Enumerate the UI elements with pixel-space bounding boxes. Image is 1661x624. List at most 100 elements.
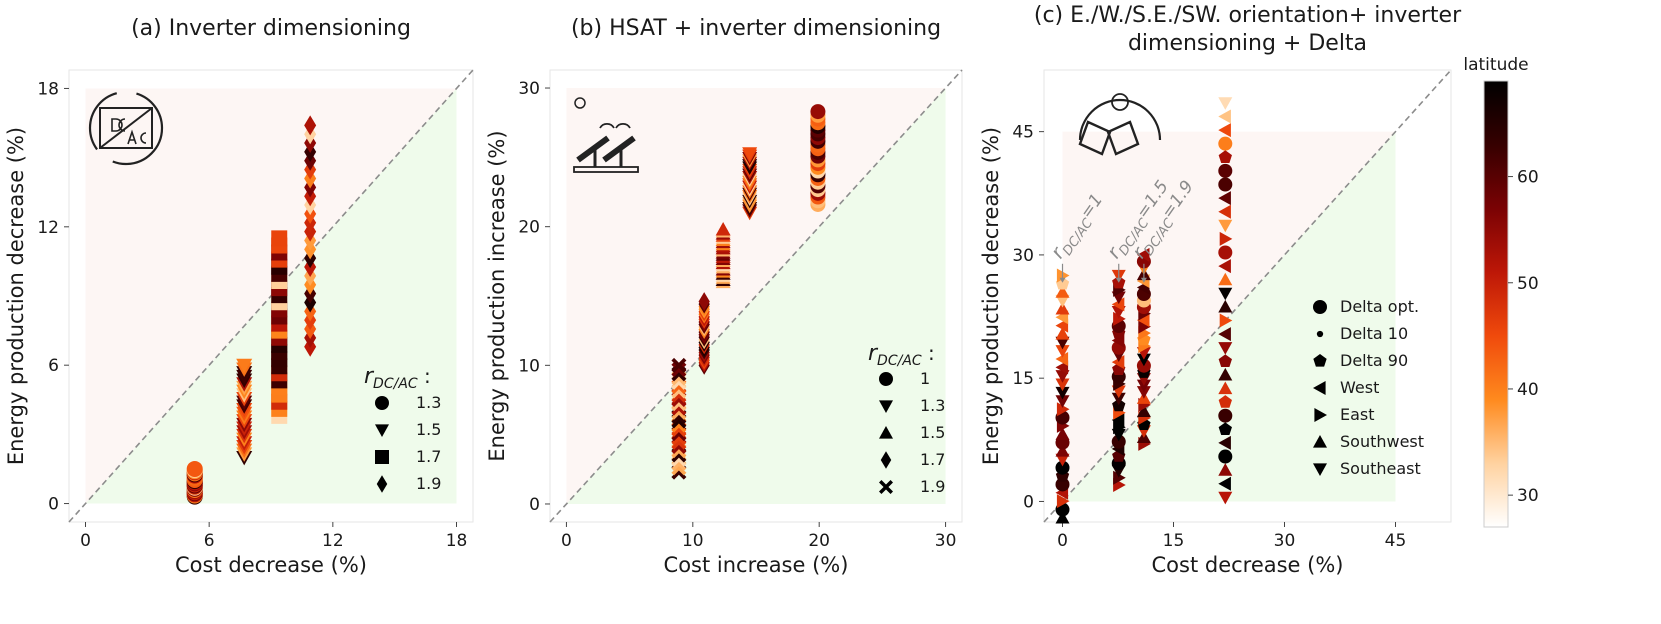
legend-label: East bbox=[1340, 405, 1375, 424]
east-west-panels-icon bbox=[1078, 93, 1162, 156]
y-axis-label: Energy production decrease (%) bbox=[4, 127, 28, 465]
legend-label: Southeast bbox=[1340, 459, 1421, 478]
legend-marker-triangle-down bbox=[1313, 463, 1327, 476]
data-point bbox=[1055, 378, 1070, 392]
x-axis-label: Cost increase (%) bbox=[664, 553, 849, 577]
data-point bbox=[1055, 352, 1069, 367]
data-point bbox=[1055, 370, 1070, 383]
data-point bbox=[1218, 97, 1233, 110]
data-point bbox=[1055, 427, 1070, 440]
data-point bbox=[1056, 268, 1070, 283]
data-point bbox=[1111, 355, 1125, 370]
data-point bbox=[1218, 150, 1232, 163]
data-point bbox=[1218, 272, 1233, 286]
data-point bbox=[271, 230, 288, 247]
dc-glyph bbox=[111, 118, 126, 132]
x-tick-label: 30 bbox=[935, 531, 957, 551]
annotation-arrowhead bbox=[1115, 277, 1122, 283]
y-tick-label: 6 bbox=[48, 356, 59, 376]
series-1 bbox=[810, 104, 826, 212]
data-point bbox=[1218, 395, 1232, 408]
x-tick-label: 0 bbox=[1057, 531, 1068, 551]
legend-title-sub: DC/AC bbox=[373, 376, 418, 392]
data-point bbox=[1055, 285, 1070, 298]
data-point bbox=[810, 104, 826, 120]
data-point bbox=[1111, 434, 1126, 449]
y-tick-label: 18 bbox=[37, 79, 59, 99]
inverter-box bbox=[99, 107, 153, 149]
colorbar-tick-label: 60 bbox=[1517, 168, 1539, 188]
tracker-base bbox=[573, 166, 639, 173]
x-axis-label: Cost decrease (%) bbox=[175, 553, 367, 577]
diagonal-line bbox=[68, 69, 474, 523]
x-axis-label: Cost decrease (%) bbox=[1152, 553, 1344, 577]
y-tick-label: 0 bbox=[1023, 492, 1034, 512]
data-point bbox=[1138, 319, 1151, 334]
annotation-arrowhead bbox=[1140, 277, 1147, 283]
legend-marker-circle bbox=[879, 372, 893, 386]
data-point bbox=[1218, 342, 1233, 355]
data-point bbox=[1111, 297, 1125, 312]
legend-marker-x bbox=[879, 480, 893, 494]
legend-marker-diamond bbox=[376, 475, 388, 493]
series-1-5 bbox=[236, 358, 253, 466]
x-tick-label: 12 bbox=[322, 531, 344, 551]
legend-label: 1 bbox=[920, 369, 930, 388]
data-point bbox=[1218, 367, 1233, 381]
chart-title-line: (c) E./W./S.E./SW. orientation+ inverter bbox=[1034, 3, 1462, 28]
legend-marker-diamond bbox=[880, 451, 892, 469]
y-tick-label: 45 bbox=[1012, 123, 1034, 143]
y-tick-label: 12 bbox=[37, 218, 59, 238]
annotation-arrowhead bbox=[1059, 277, 1066, 283]
data-point bbox=[1136, 404, 1151, 417]
legend-marker-triangle-down bbox=[879, 400, 893, 413]
legend-label: Delta opt. bbox=[1340, 297, 1419, 316]
colorbar-label: latitude bbox=[1463, 55, 1528, 75]
data-point bbox=[1136, 379, 1151, 393]
data-point bbox=[1218, 327, 1231, 342]
data-point bbox=[1218, 354, 1232, 367]
data-point bbox=[1218, 245, 1233, 260]
data-point bbox=[1055, 294, 1070, 308]
series-1-3 bbox=[186, 460, 203, 505]
x-tick-label: 18 bbox=[446, 531, 468, 551]
data-point bbox=[1218, 422, 1232, 435]
legend-title: rDC/AC : bbox=[868, 341, 935, 369]
y-tick-label: 30 bbox=[518, 79, 540, 99]
series-1-9 bbox=[671, 357, 687, 480]
chart-title-line: dimensioning + Delta bbox=[1128, 31, 1367, 56]
legend-label: 1.9 bbox=[416, 474, 441, 493]
series-1-5 bbox=[715, 221, 731, 289]
inverter-ring bbox=[88, 90, 164, 166]
legend-title-main: r bbox=[868, 341, 879, 366]
data-point bbox=[1055, 510, 1070, 524]
colorbar-bar bbox=[1483, 80, 1509, 528]
data-point bbox=[1218, 219, 1233, 233]
data-point bbox=[1136, 353, 1151, 367]
data-points bbox=[671, 104, 826, 480]
data-point bbox=[715, 221, 731, 236]
data-points bbox=[186, 115, 317, 505]
inverter-diagonal bbox=[99, 107, 153, 149]
data-point bbox=[1055, 453, 1070, 467]
data-points bbox=[1055, 97, 1233, 524]
legend-label: 1.3 bbox=[416, 393, 441, 412]
data-point bbox=[1218, 177, 1233, 192]
data-point bbox=[1113, 311, 1126, 326]
legend-marker-triangle-up bbox=[1313, 435, 1327, 448]
data-point bbox=[698, 292, 710, 311]
data-point bbox=[1218, 259, 1231, 274]
legend-label: Delta 10 bbox=[1340, 324, 1408, 343]
data-point bbox=[1218, 204, 1231, 219]
data-point bbox=[1055, 460, 1070, 475]
data-point bbox=[1218, 136, 1233, 151]
dc-ac-inverter-icon bbox=[88, 90, 164, 166]
data-point bbox=[1055, 301, 1070, 315]
data-point bbox=[1219, 231, 1233, 246]
data-point bbox=[1218, 123, 1231, 138]
legend: Delta opt. Delta 10 Delta 90 West East Southw… bbox=[1313, 297, 1424, 478]
series-1-7 bbox=[271, 230, 288, 424]
legend-label: 1.5 bbox=[920, 423, 945, 442]
data-point bbox=[1055, 444, 1070, 457]
